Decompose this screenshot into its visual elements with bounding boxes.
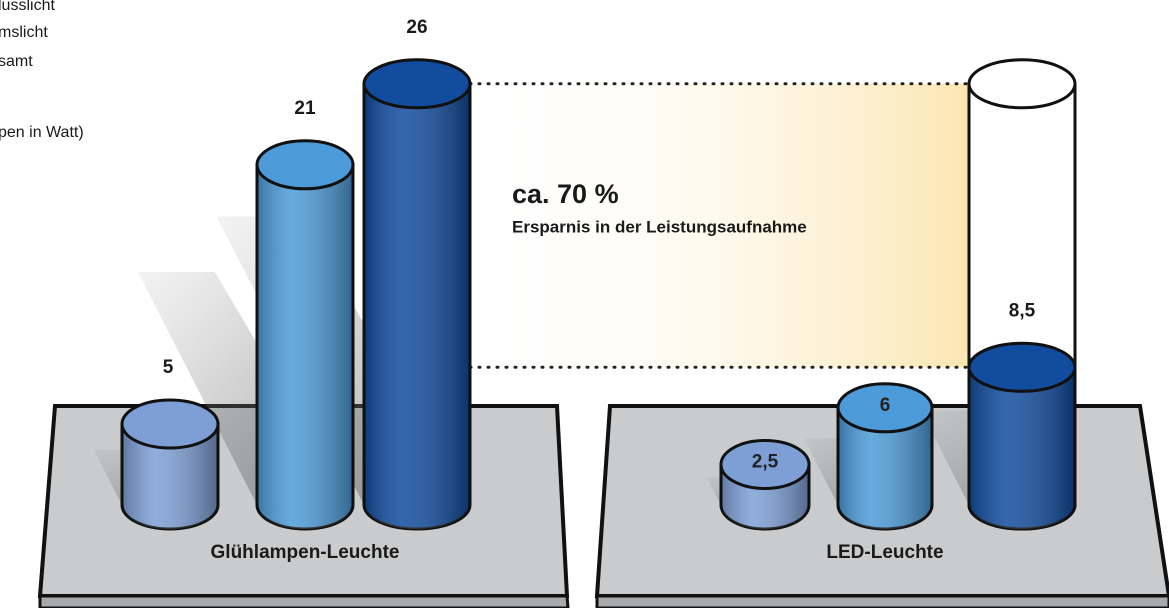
cylinder: 21 <box>257 98 353 529</box>
cylinder: 6 <box>838 384 932 529</box>
bar-top <box>257 141 353 189</box>
bar-shade <box>257 165 353 529</box>
category-label: LED-Leuchte <box>826 542 943 563</box>
bar-top <box>122 400 218 448</box>
legend-entry: lusslicht <box>0 0 55 14</box>
bar-top <box>969 343 1075 391</box>
value-label: 2,5 <box>752 452 779 473</box>
annotation-title: ca. 70 % <box>512 179 619 209</box>
legend-entry: samt <box>0 53 33 70</box>
cylinder: 2,5 <box>721 441 809 530</box>
reference-top <box>969 60 1075 108</box>
legend-entry: mslicht <box>0 24 48 41</box>
category-label: Glühlampen-Leuchte <box>211 542 400 563</box>
cylinder: 26 <box>364 17 470 529</box>
value-label: 5 <box>163 357 174 378</box>
chart: lusslicht mslicht samt pen in Watt) ca. … <box>0 0 1169 608</box>
value-label: 6 <box>880 395 891 416</box>
value-label: 8,5 <box>1009 300 1036 321</box>
annotation-text: Ersparnis in der Leistungsaufnahme <box>512 217 807 236</box>
value-label: 21 <box>294 98 316 119</box>
value-label: 26 <box>406 17 427 38</box>
bar-shade <box>364 84 470 529</box>
bar-top <box>364 60 470 108</box>
unit-note: pen in Watt) <box>0 124 84 141</box>
